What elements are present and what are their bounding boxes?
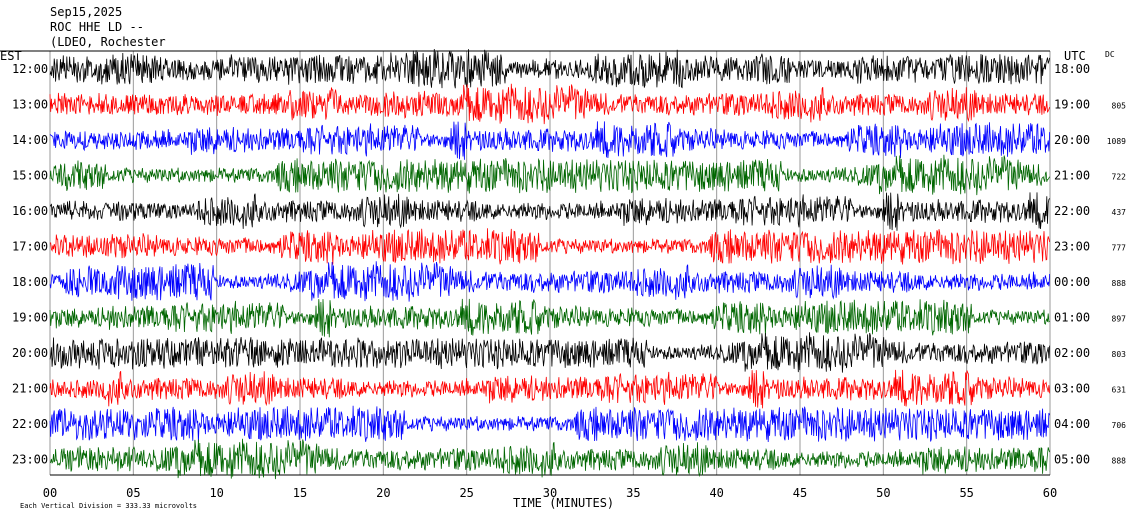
utc-label: 20:00 (1054, 133, 1090, 147)
utc-label: 00:00 (1054, 275, 1090, 289)
est-label: 16:00 (12, 204, 48, 218)
trace-row (49, 192, 1050, 231)
utc-label: 23:00 (1054, 240, 1090, 254)
dc-value: 803 (1112, 350, 1127, 359)
x-tick-label: 30 (543, 486, 557, 500)
left-axis-label: EST (0, 49, 22, 63)
utc-labels: 18:00 19:00 20:00 21:00 22:00 23:00 00:00 01:00… (1054, 62, 1090, 467)
x-tick-label: 35 (626, 486, 640, 500)
trace-row (49, 121, 1050, 160)
dc-value: 888 (1112, 279, 1127, 288)
trace-row (49, 83, 1050, 125)
est-label: 14:00 (12, 133, 48, 147)
x-tick-label: 55 (959, 486, 973, 500)
trace-row (49, 369, 1050, 409)
utc-label: 18:00 (1054, 62, 1090, 76)
utc-label: 03:00 (1054, 382, 1090, 396)
x-tick-label: 45 (793, 486, 807, 500)
trace-group (49, 48, 1050, 480)
est-label: 22:00 (12, 417, 48, 431)
utc-label: 19:00 (1054, 98, 1090, 112)
x-tick-label: 40 (709, 486, 723, 500)
x-tick-label: 05 (126, 486, 140, 500)
est-label: 15:00 (12, 169, 48, 183)
trace-row (49, 332, 1050, 373)
dc-value: 897 (1112, 315, 1127, 324)
right-axis-label: UTC (1064, 49, 1086, 63)
utc-label: 02:00 (1054, 346, 1090, 360)
x-tick-label: 15 (293, 486, 307, 500)
x-tick-label: 25 (459, 486, 473, 500)
trace-row (49, 261, 1050, 302)
footer-note: Each Vertical Division = 333.33 microvol… (20, 502, 197, 510)
x-tick-label: 20 (376, 486, 390, 500)
dc-value: 706 (1112, 421, 1127, 430)
est-label: 18:00 (12, 275, 48, 289)
x-tick-label: 10 (209, 486, 223, 500)
est-label: 13:00 (12, 98, 48, 112)
x-tick-labels: 00 05 10 15 20 25 30 35 40 45 50 55 60 (43, 486, 1057, 500)
trace-row (49, 228, 1050, 265)
x-axis-label: TIME (MINUTES) (513, 496, 614, 510)
x-tick-label: 60 (1043, 486, 1057, 500)
header-station: ROC HHE LD -- (50, 20, 144, 34)
est-label: 17:00 (12, 240, 48, 254)
trace-row (49, 154, 1050, 196)
trace-row (49, 438, 1050, 480)
dc-value: 1089 (1107, 137, 1126, 146)
header-location: (LDEO, Rochester (50, 35, 166, 49)
est-label: 19:00 (12, 311, 48, 325)
dc-value: 722 (1112, 173, 1127, 182)
est-label: 21:00 (12, 382, 48, 396)
utc-label: 01:00 (1054, 311, 1090, 325)
trace-row (49, 298, 1050, 338)
est-label: 12:00 (12, 62, 48, 76)
dc-value: 888 (1112, 457, 1127, 466)
dc-values: 805 1089 722 437 777 888 897 803 631 706 888 (1107, 102, 1126, 466)
est-label: 23:00 (12, 453, 48, 467)
grid-lines (49, 51, 1051, 476)
dc-value: 777 (1112, 244, 1127, 253)
header-date: Sep15,2025 (50, 5, 122, 19)
trace-row (49, 405, 1050, 443)
x-tick-label: 00 (43, 486, 57, 500)
est-labels: 12:00 13:00 14:00 15:00 16:00 17:00 18:00 19:00… (12, 62, 48, 467)
x-tick-label: 50 (876, 486, 890, 500)
dc-value: 437 (1112, 208, 1127, 217)
utc-label: 05:00 (1054, 453, 1090, 467)
dc-header: DC (1105, 50, 1115, 59)
dc-value: 805 (1112, 102, 1127, 111)
utc-label: 04:00 (1054, 417, 1090, 431)
trace-row (49, 48, 1050, 89)
utc-label: 21:00 (1054, 169, 1090, 183)
dc-value: 631 (1112, 386, 1127, 395)
est-label: 20:00 (12, 346, 48, 360)
utc-label: 22:00 (1054, 204, 1090, 218)
